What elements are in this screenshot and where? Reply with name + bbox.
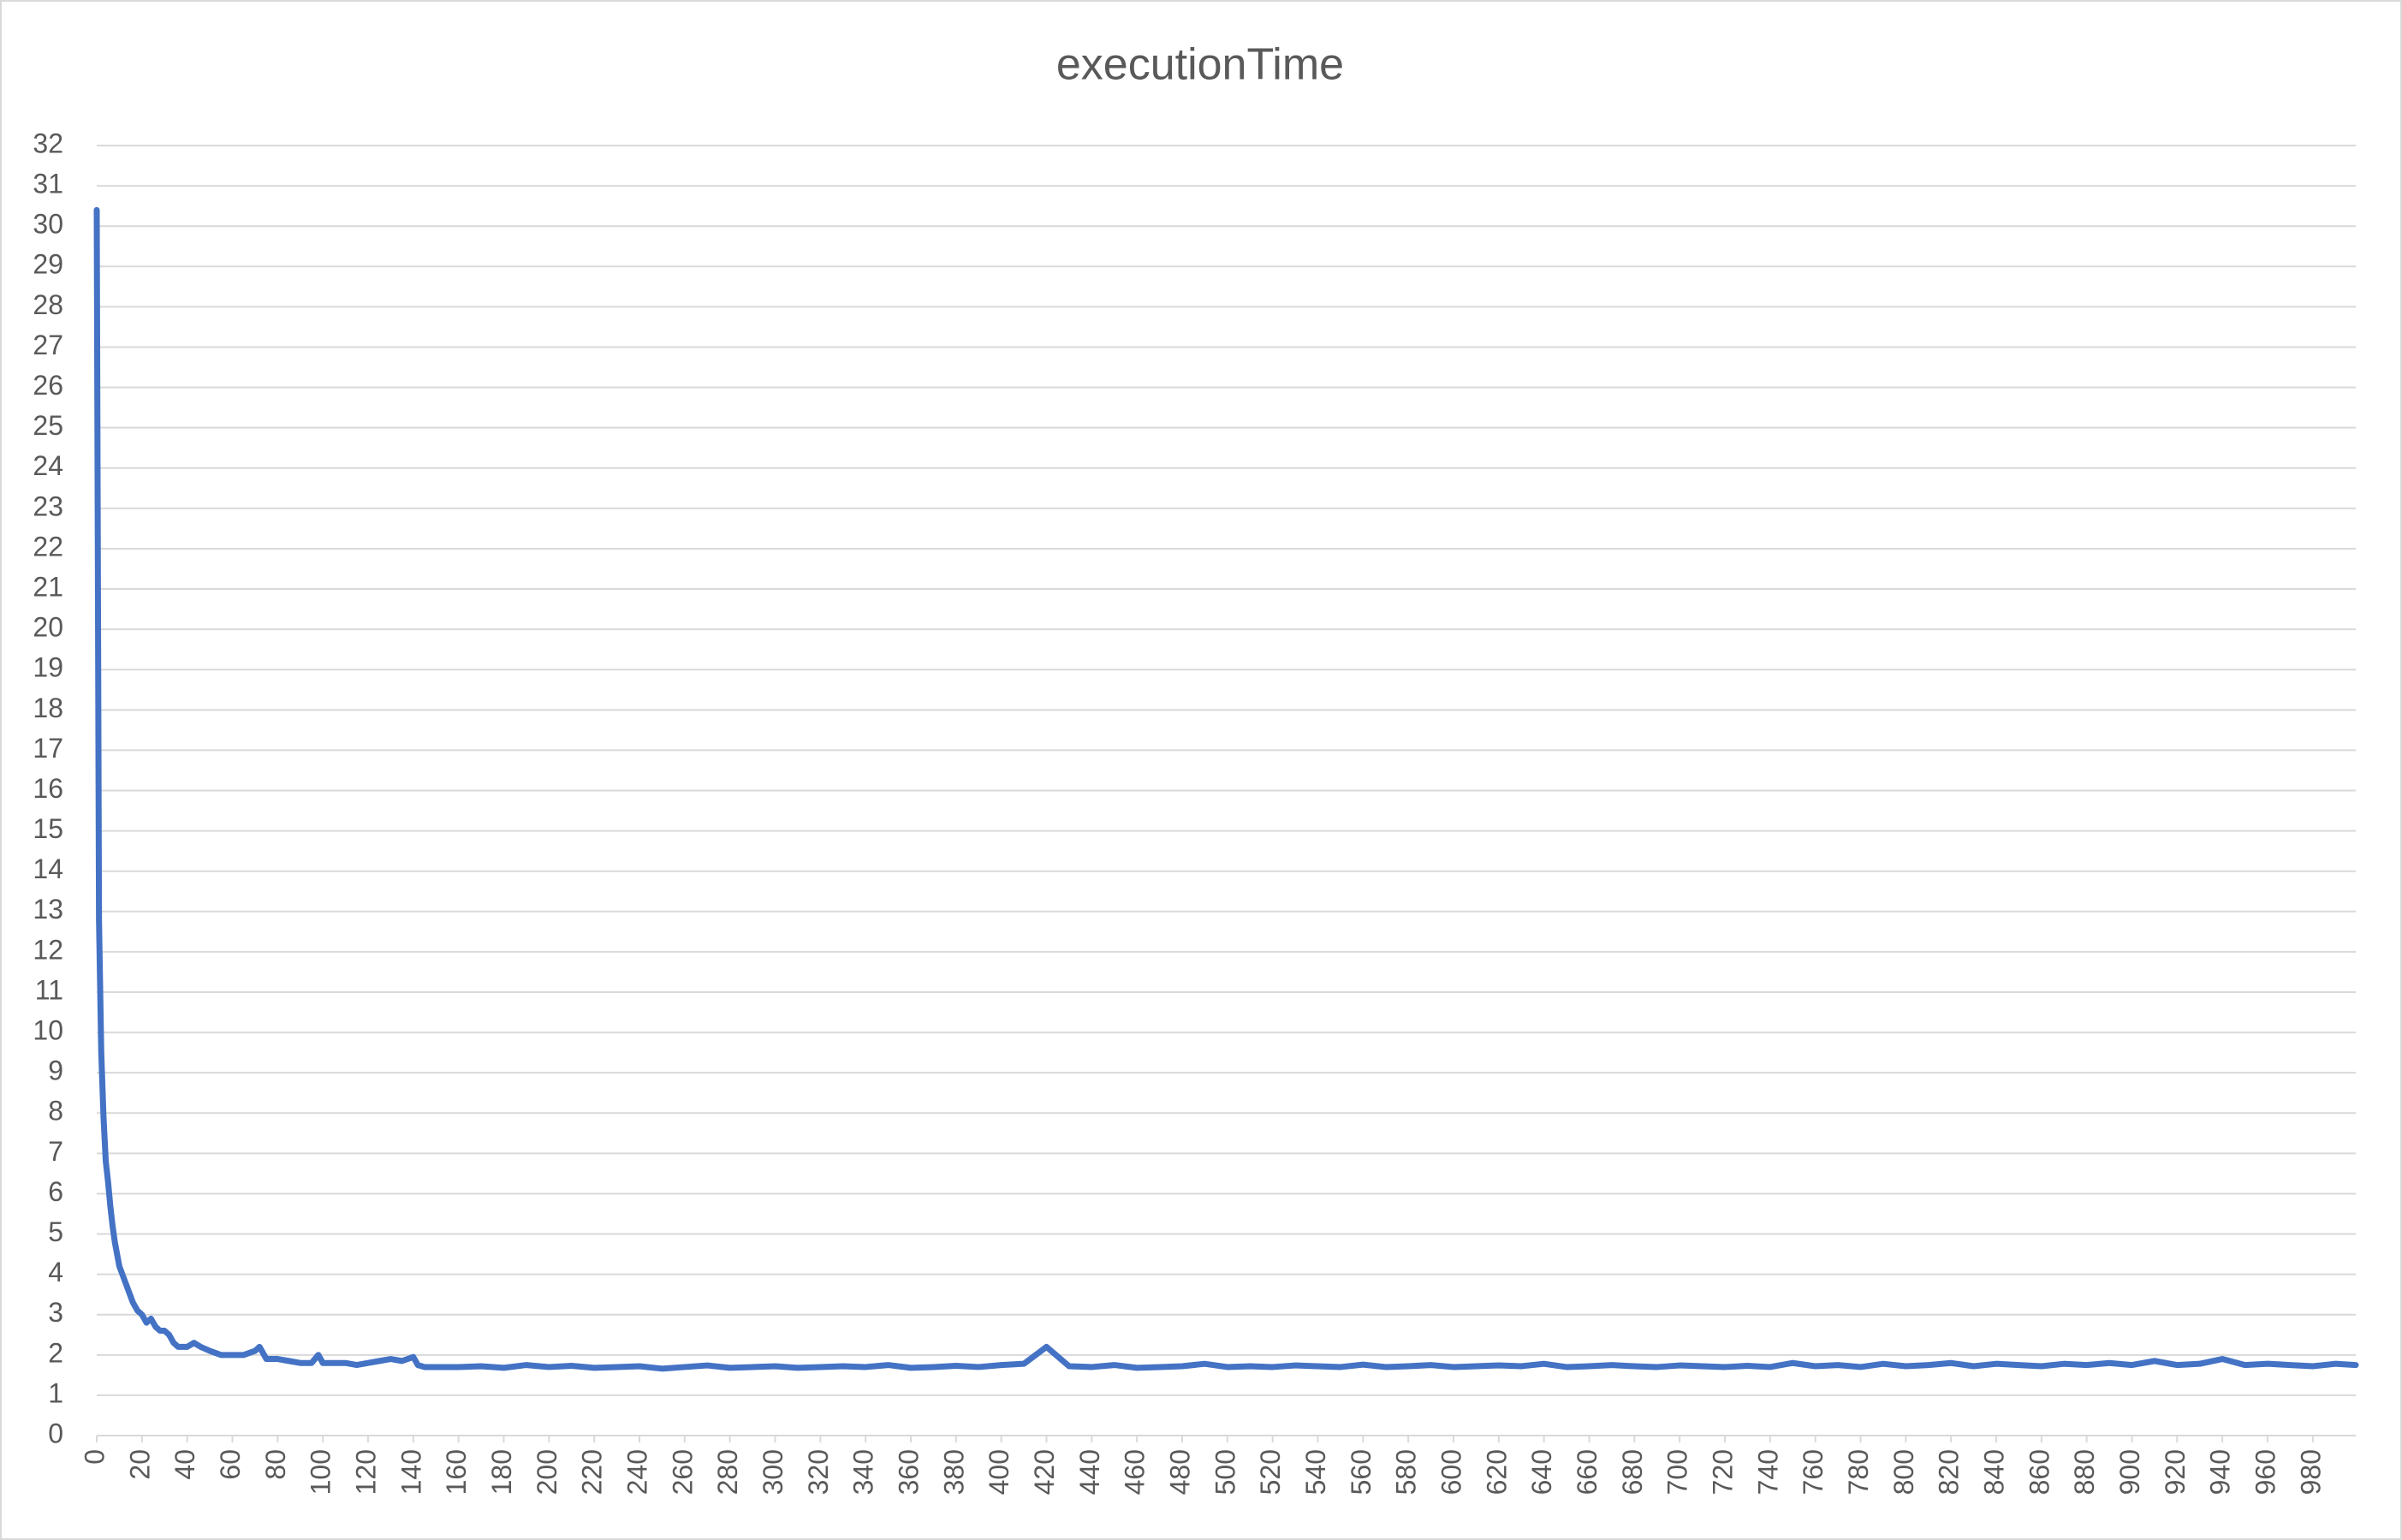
x-tick-label: 760 [1798,1449,1828,1495]
y-tick-label: 31 [33,169,63,199]
y-tick-label: 15 [33,813,63,844]
x-tick-label: 920 [2160,1449,2191,1495]
x-tick-label: 800 [1888,1449,1919,1495]
x-tick-label: 840 [1978,1449,2009,1495]
x-tick-label: 200 [532,1449,562,1495]
y-tick-label: 21 [33,571,63,602]
y-tick-label: 10 [33,1015,63,1046]
x-tick-label: 940 [2205,1449,2236,1495]
y-tick-label: 22 [33,531,63,562]
y-tick-label: 1 [48,1377,63,1408]
y-tick-label: 11 [35,974,63,1005]
y-tick-label: 24 [33,450,63,481]
x-tick-label: 360 [893,1449,924,1495]
y-tick-label: 5 [48,1216,63,1247]
x-tick-label: 520 [1255,1449,1286,1495]
x-tick-label: 100 [306,1449,336,1495]
x-tick-label: 120 [350,1449,381,1495]
x-tick-label: 960 [2250,1449,2280,1495]
x-tick-label: 580 [1391,1449,1422,1495]
x-tick-label: 460 [1120,1449,1150,1495]
y-tick-label: 23 [33,491,63,521]
x-tick-label: 720 [1707,1449,1738,1495]
y-tick-label: 9 [48,1055,63,1086]
y-tick-label: 4 [48,1257,63,1287]
y-tick-label: 0 [48,1418,63,1448]
x-tick-label: 700 [1662,1449,1693,1495]
x-tick-label: 340 [848,1449,879,1495]
x-tick-label: 560 [1346,1449,1376,1495]
x-tick-label: 780 [1843,1449,1874,1495]
y-tick-label: 32 [33,128,63,158]
data-line [93,206,2359,1372]
y-tick-label: 20 [33,612,63,643]
y-tick-label: 27 [33,330,63,360]
x-tick-label: 880 [2069,1449,2100,1495]
x-tick-label: 660 [1572,1449,1602,1495]
x-tick-label: 180 [486,1449,517,1495]
y-tick-label: 12 [33,934,63,965]
y-tick-label: 17 [33,733,63,764]
x-tick-label: 280 [712,1449,743,1495]
x-tick-label: 40 [169,1449,200,1480]
x-tick-label: 300 [758,1449,788,1495]
y-tick-label: 7 [48,1136,63,1167]
y-tick-label: 19 [33,652,63,683]
x-tick-label: 500 [1210,1449,1240,1495]
x-tick-label: 140 [395,1449,426,1495]
x-tick-label: 260 [667,1449,698,1495]
x-tick-label: 640 [1526,1449,1557,1495]
y-tick-label: 8 [48,1096,63,1127]
x-tick-label: 480 [1164,1449,1195,1495]
x-tick-label: 80 [260,1449,291,1480]
x-tick-label: 540 [1300,1449,1331,1495]
y-tick-label: 30 [33,209,63,240]
x-tick-label: 160 [441,1449,472,1495]
y-tick-label: 26 [33,370,63,401]
x-tick-label: 320 [803,1449,834,1495]
x-tick-label: 620 [1481,1449,1512,1495]
y-tick-label: 3 [48,1297,63,1328]
x-tick-label: 380 [938,1449,969,1495]
x-tick-label: 860 [2024,1449,2054,1495]
x-tick-label: 20 [124,1449,155,1480]
y-tick-label: 28 [33,289,63,320]
x-tick-label: 980 [2295,1449,2326,1495]
x-tick-label: 420 [1029,1449,1060,1495]
y-tick-label: 18 [33,693,63,723]
x-tick-label: 0 [79,1449,110,1465]
y-tick-label: 14 [33,853,63,884]
chart-title: executionTime [1056,40,1344,90]
x-tick-label: 900 [2114,1449,2145,1495]
y-tick-label: 16 [33,773,63,804]
x-tick-label: 600 [1436,1449,1466,1495]
x-tick-label: 440 [1074,1449,1105,1495]
x-tick-label: 680 [1617,1449,1648,1495]
x-tick-label: 400 [984,1449,1014,1495]
y-tick-label: 6 [48,1176,63,1207]
x-tick-label: 220 [577,1449,608,1495]
y-tick-label: 13 [33,894,63,925]
y-tick-label: 29 [33,249,63,280]
x-tick-label: 240 [621,1449,652,1495]
x-tick-label: 740 [1752,1449,1783,1495]
y-tick-label: 25 [33,410,63,441]
y-tick-label: 2 [48,1337,63,1368]
x-tick-label: 60 [215,1449,246,1480]
x-tick-label: 820 [1934,1449,1965,1495]
